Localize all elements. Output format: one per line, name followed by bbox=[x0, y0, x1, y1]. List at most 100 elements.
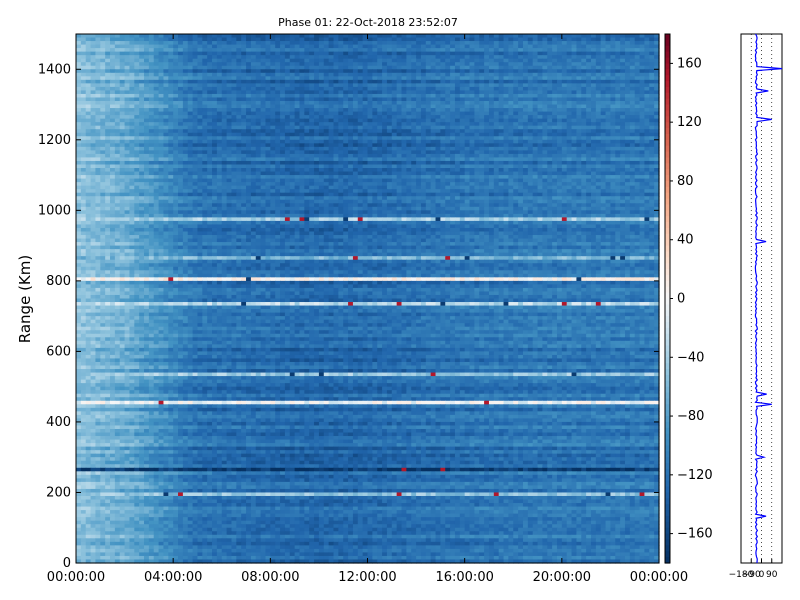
heatmap-cell bbox=[425, 58, 432, 63]
heatmap-cell bbox=[615, 34, 621, 39]
heatmap-cell bbox=[581, 83, 587, 88]
heatmap-cell bbox=[357, 55, 364, 60]
heatmap-cell bbox=[493, 139, 500, 144]
heatmap-cell bbox=[338, 34, 344, 39]
heatmap-cell bbox=[537, 86, 543, 92]
heatmap-cell bbox=[508, 108, 514, 113]
heatmap-cell bbox=[469, 86, 475, 92]
heatmap-cell bbox=[85, 171, 92, 176]
heatmap-cell bbox=[153, 79, 160, 84]
heatmap-cell bbox=[454, 175, 461, 180]
heatmap-cell bbox=[406, 41, 412, 46]
heatmap-cell bbox=[158, 139, 165, 144]
heatmap-cell bbox=[522, 41, 529, 46]
heatmap-cell bbox=[207, 139, 213, 144]
heatmap-cell bbox=[362, 178, 369, 183]
heatmap-cell bbox=[134, 62, 140, 67]
heatmap-cell bbox=[182, 48, 189, 53]
heatmap-cell bbox=[163, 69, 169, 74]
heatmap-cell bbox=[420, 150, 427, 155]
heatmap-cell bbox=[207, 111, 213, 116]
heatmap-cell bbox=[561, 69, 568, 74]
heatmap-cell bbox=[163, 97, 169, 102]
heatmap-cell bbox=[590, 129, 597, 134]
heatmap-cell bbox=[484, 86, 490, 92]
heatmap-cell bbox=[275, 157, 281, 162]
heatmap-cell bbox=[479, 175, 485, 180]
heatmap-cell bbox=[440, 48, 446, 53]
heatmap-cell bbox=[391, 48, 398, 53]
heatmap-cell bbox=[464, 171, 471, 176]
heatmap-cell bbox=[459, 125, 466, 130]
heatmap-cell bbox=[357, 76, 364, 81]
heatmap-cell bbox=[425, 129, 432, 134]
heatmap-cell bbox=[391, 125, 398, 130]
heatmap-cell bbox=[333, 125, 339, 130]
heatmap-cell bbox=[615, 37, 621, 42]
heatmap-cell bbox=[348, 51, 354, 56]
heatmap-cell bbox=[590, 157, 597, 162]
heatmap-cell bbox=[231, 37, 237, 42]
heatmap-cell bbox=[595, 108, 602, 113]
heatmap-cell bbox=[284, 51, 291, 56]
heatmap-cell bbox=[323, 79, 330, 84]
heatmap-cell bbox=[610, 150, 616, 155]
heatmap-cell bbox=[547, 150, 553, 155]
heatmap-cell bbox=[241, 101, 247, 106]
heatmap-cell bbox=[634, 41, 641, 46]
heatmap-cell bbox=[518, 175, 524, 180]
heatmap-cell bbox=[595, 146, 602, 151]
heatmap-cell bbox=[644, 55, 650, 60]
heatmap-cell bbox=[134, 101, 140, 106]
heatmap-cell bbox=[85, 178, 92, 183]
heatmap-cell bbox=[450, 79, 456, 84]
heatmap-cell bbox=[187, 69, 194, 74]
heatmap-cell bbox=[576, 65, 582, 70]
heatmap-cell bbox=[139, 136, 145, 141]
heatmap-cell bbox=[226, 157, 233, 162]
heatmap-cell bbox=[527, 118, 534, 123]
heatmap-cell bbox=[85, 62, 92, 67]
heatmap-cell bbox=[362, 58, 369, 63]
heatmap-cell bbox=[411, 153, 417, 159]
heatmap-cell bbox=[386, 171, 393, 176]
heatmap-cell bbox=[192, 122, 199, 127]
heatmap-cell bbox=[469, 48, 475, 53]
heatmap-cell bbox=[440, 136, 446, 141]
heatmap-cell bbox=[250, 171, 257, 176]
heatmap-cell bbox=[586, 79, 592, 84]
heatmap-cell bbox=[309, 65, 315, 70]
heatmap-cell bbox=[338, 76, 344, 81]
heatmap-cell bbox=[411, 164, 417, 169]
heatmap-cell bbox=[178, 69, 184, 74]
heatmap-cell bbox=[110, 125, 116, 130]
heatmap-cell bbox=[352, 178, 359, 183]
heatmap-cell bbox=[386, 37, 393, 42]
heatmap-cell bbox=[401, 93, 407, 99]
heatmap-cell bbox=[226, 90, 233, 95]
heatmap-cell bbox=[352, 48, 359, 53]
heatmap-cell bbox=[144, 118, 150, 123]
heatmap-cell bbox=[498, 65, 505, 70]
heatmap-cell bbox=[148, 44, 155, 49]
heatmap-cell bbox=[90, 62, 97, 67]
heatmap-cell bbox=[561, 132, 568, 137]
heatmap-cell bbox=[382, 139, 388, 144]
heatmap-cell bbox=[454, 55, 461, 60]
heatmap-cell bbox=[299, 164, 305, 169]
heatmap-cell bbox=[566, 37, 573, 42]
heatmap-cell bbox=[333, 122, 339, 127]
heatmap-cell bbox=[576, 143, 582, 148]
heatmap-cell bbox=[595, 122, 602, 127]
heatmap-cell bbox=[246, 34, 252, 39]
heatmap-cell bbox=[255, 90, 262, 95]
heatmap-cell bbox=[362, 143, 369, 148]
heatmap-cell bbox=[552, 51, 558, 56]
heatmap-cell bbox=[620, 101, 626, 106]
heatmap-cell bbox=[197, 101, 203, 106]
heatmap-cell bbox=[459, 101, 466, 106]
heatmap-cell bbox=[600, 58, 607, 63]
heatmap-cell bbox=[284, 164, 291, 169]
heatmap-cell bbox=[435, 97, 441, 102]
heatmap-cell bbox=[581, 171, 587, 176]
